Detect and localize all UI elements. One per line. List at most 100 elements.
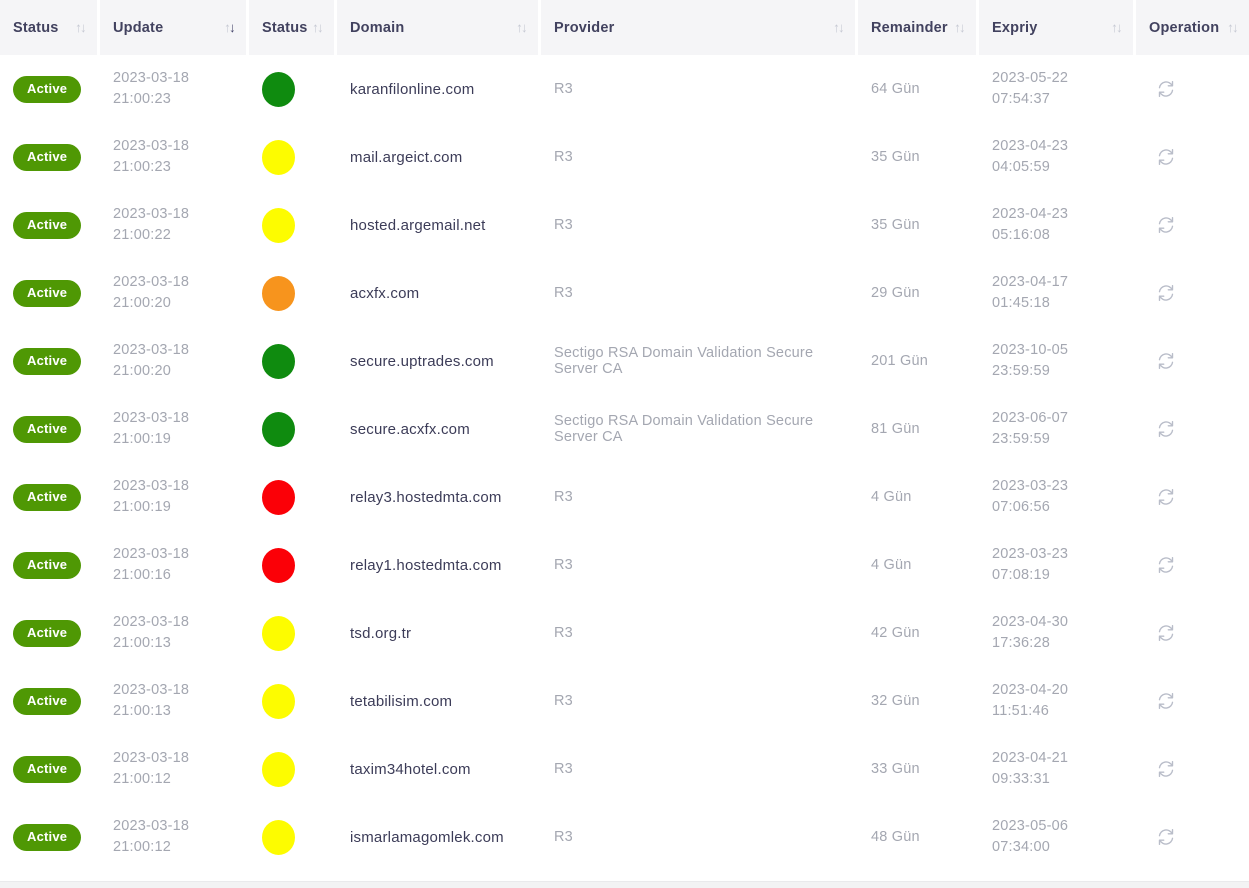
- sort-icon: ↑ ↓: [1227, 20, 1239, 35]
- cell-operation: [1136, 123, 1249, 191]
- refresh-button[interactable]: [1154, 621, 1178, 645]
- cell-operation: [1136, 463, 1249, 531]
- refresh-icon: [1158, 624, 1174, 642]
- cell-status: Active: [0, 667, 97, 735]
- cell-operation: [1136, 395, 1249, 463]
- update-time: 21:00:22: [113, 227, 172, 243]
- cell-status: Active: [0, 531, 97, 599]
- column-header-domain[interactable]: Domain ↑ ↓: [337, 0, 538, 55]
- update-date: 2023-03-18: [113, 750, 190, 766]
- cell-expiry: 2023-04-20 11:51:46: [979, 667, 1133, 735]
- cell-health: [249, 191, 334, 259]
- expiry-date: 2023-04-21: [992, 750, 1069, 766]
- refresh-button[interactable]: [1154, 553, 1178, 577]
- update-time: 21:00:13: [113, 703, 172, 719]
- cell-domain: relay1.hostedmta.com: [337, 531, 538, 599]
- domain-name: tetabilisim.com: [350, 692, 453, 710]
- cell-remainder: 81 Gün: [858, 395, 976, 463]
- cell-expiry: 2023-04-23 04:05:59: [979, 123, 1133, 191]
- domain-name: karanfilonline.com: [350, 80, 475, 98]
- cell-provider: R3: [541, 735, 855, 803]
- cell-provider: R3: [541, 803, 855, 871]
- column-label: Provider: [554, 19, 615, 36]
- expiry-time: 09:33:31: [992, 771, 1051, 787]
- remainder-days: 35 Gün: [871, 149, 920, 165]
- cell-remainder: 64 Gün: [858, 55, 976, 123]
- refresh-button[interactable]: [1154, 689, 1178, 713]
- remainder-days: 4 Gün: [871, 557, 912, 573]
- cell-provider: R3: [541, 667, 855, 735]
- health-status-dot: [262, 411, 295, 447]
- update-time: 21:00:20: [113, 363, 172, 379]
- remainder-days: 32 Gün: [871, 693, 920, 709]
- update-date: 2023-03-18: [113, 682, 190, 698]
- refresh-button[interactable]: [1154, 417, 1178, 441]
- cell-remainder: 33 Gün: [858, 735, 976, 803]
- domain-name: ismarlamagomlek.com: [350, 828, 504, 846]
- column-header-status-dot[interactable]: Status ↑ ↓: [249, 0, 334, 55]
- refresh-button[interactable]: [1154, 349, 1178, 373]
- column-header-status-badge[interactable]: Status ↑ ↓: [0, 0, 97, 55]
- provider-name: Sectigo RSA Domain Validation Secure Ser…: [554, 345, 814, 377]
- table-row: Active 2023-03-18 21:00:19 secure.acxfx.…: [0, 395, 1249, 463]
- provider-name: R3: [554, 829, 573, 845]
- cell-update: 2023-03-18 21:00:12: [100, 735, 246, 803]
- cell-operation: [1136, 803, 1249, 871]
- status-badge: Active: [13, 551, 82, 579]
- cell-provider: R3: [541, 55, 855, 123]
- cell-health: [249, 599, 334, 667]
- cell-remainder: 48 Gün: [858, 803, 976, 871]
- refresh-icon: [1158, 80, 1174, 98]
- cell-update: 2023-03-18 21:00:13: [100, 667, 246, 735]
- cell-status: Active: [0, 259, 97, 327]
- expiry-time: 11:51:46: [992, 703, 1049, 719]
- domain-name: taxim34hotel.com: [350, 760, 471, 778]
- refresh-button[interactable]: [1154, 77, 1178, 101]
- remainder-days: 201 Gün: [871, 353, 929, 369]
- cell-domain: tsd.org.tr: [337, 599, 538, 667]
- cell-expiry: 2023-04-17 01:45:18: [979, 259, 1133, 327]
- refresh-button[interactable]: [1154, 281, 1178, 305]
- table-row: Active 2023-03-18 21:00:13 tsd.org.tr R3…: [0, 599, 1249, 667]
- table-row: Active 2023-03-18 21:00:23 mail.argeict.…: [0, 123, 1249, 191]
- cell-domain: ismarlamagomlek.com: [337, 803, 538, 871]
- expiry-date: 2023-10-05: [992, 342, 1069, 358]
- column-header-operation[interactable]: Operation ↑ ↓: [1136, 0, 1249, 55]
- expiry-time: 07:06:56: [992, 499, 1051, 515]
- column-header-update[interactable]: Update ↑ ↓: [100, 0, 246, 55]
- cell-health: [249, 667, 334, 735]
- cell-provider: R3: [541, 259, 855, 327]
- refresh-button[interactable]: [1154, 485, 1178, 509]
- refresh-icon: [1158, 760, 1174, 778]
- update-time: 21:00:13: [113, 635, 172, 651]
- cell-update: 2023-03-18 21:00:16: [100, 531, 246, 599]
- column-header-expiry[interactable]: Expriy ↑ ↓: [979, 0, 1133, 55]
- update-date: 2023-03-18: [113, 478, 190, 494]
- update-time: 21:00:19: [113, 431, 172, 447]
- expiry-time: 05:16:08: [992, 227, 1051, 243]
- refresh-button[interactable]: [1154, 825, 1178, 849]
- table-row: Active 2023-03-18 21:00:19 relay3.hosted…: [0, 463, 1249, 531]
- column-header-remainder[interactable]: Remainder ↑ ↓: [858, 0, 976, 55]
- column-label: Domain: [350, 19, 405, 36]
- cell-expiry: 2023-05-22 07:54:37: [979, 55, 1133, 123]
- refresh-button[interactable]: [1154, 213, 1178, 237]
- status-badge: Active: [13, 143, 82, 171]
- cell-domain: tetabilisim.com: [337, 667, 538, 735]
- update-date: 2023-03-18: [113, 206, 190, 222]
- expiry-date: 2023-03-23: [992, 478, 1069, 494]
- status-badge: Active: [13, 755, 82, 783]
- domain-name: secure.uptrades.com: [350, 352, 494, 370]
- remainder-days: 48 Gün: [871, 829, 920, 845]
- footer-strip: [0, 881, 1249, 888]
- domain-name: relay3.hostedmta.com: [350, 488, 502, 506]
- status-badge: Active: [13, 823, 82, 851]
- refresh-button[interactable]: [1154, 145, 1178, 169]
- update-date: 2023-03-18: [113, 546, 190, 562]
- status-badge: Active: [13, 211, 82, 239]
- cell-update: 2023-03-18 21:00:13: [100, 599, 246, 667]
- cell-domain: mail.argeict.com: [337, 123, 538, 191]
- refresh-button[interactable]: [1154, 757, 1178, 781]
- column-header-provider[interactable]: Provider ↑ ↓: [541, 0, 855, 55]
- refresh-icon: [1158, 488, 1174, 506]
